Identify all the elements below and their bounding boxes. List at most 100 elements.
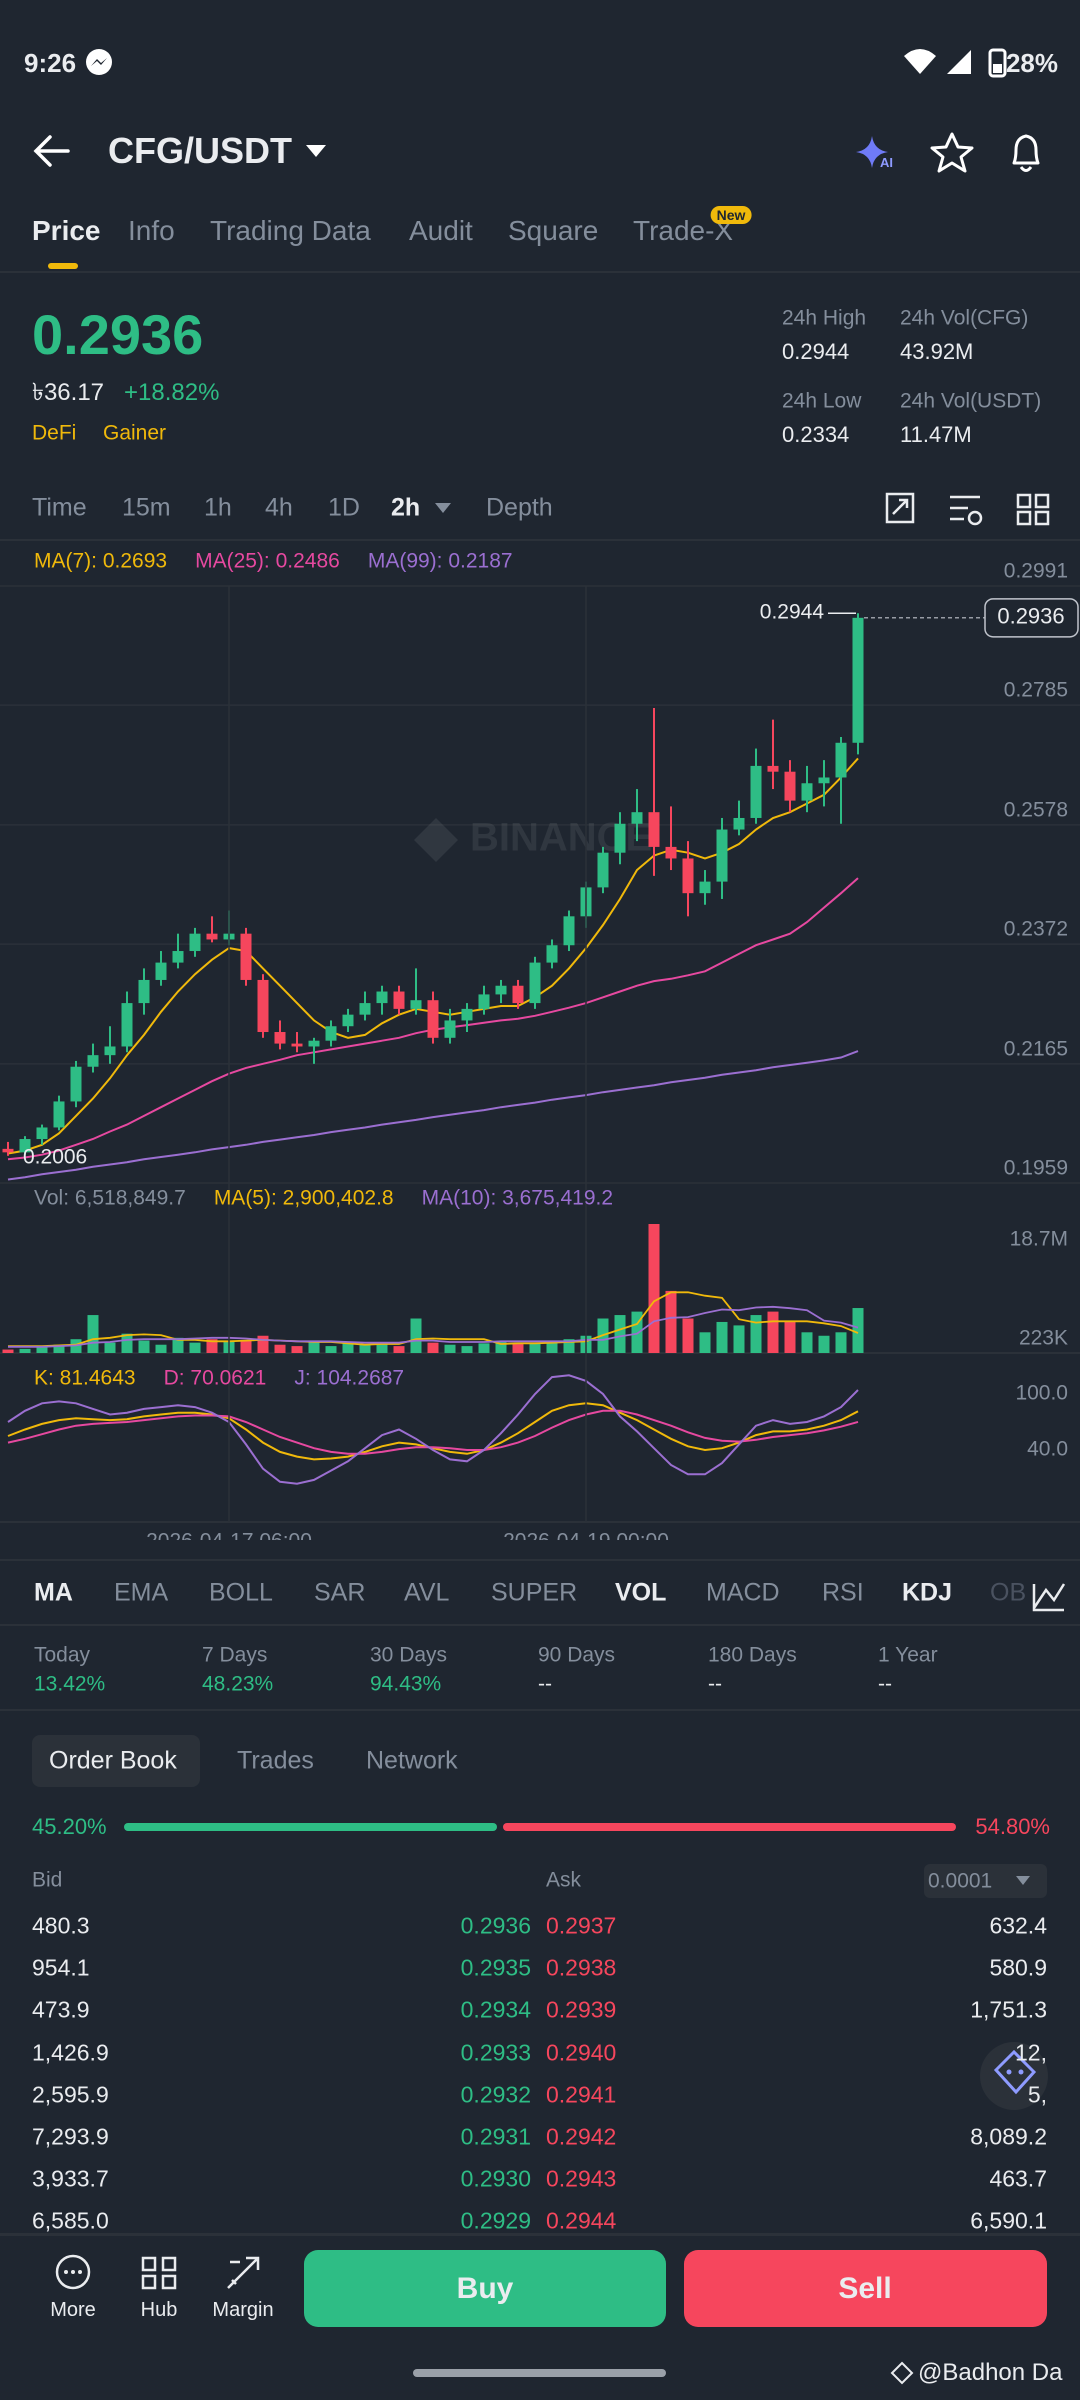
stat-label: 24h High	[782, 306, 867, 330]
candle-body	[291, 1043, 303, 1047]
interval[interactable]: Time	[32, 493, 87, 522]
y-tick-label: 100.0	[1015, 1382, 1068, 1405]
candle-body	[19, 1139, 31, 1153]
tab[interactable]: Price	[32, 215, 101, 246]
volume-bar	[240, 1340, 252, 1353]
volume-bar	[87, 1315, 99, 1353]
ask-quantity: 6,590.1	[970, 2207, 1047, 2234]
candle-body	[597, 852, 609, 888]
indicator-tab[interactable]: VOL	[615, 1578, 667, 1607]
volume-bar	[53, 1344, 65, 1353]
interval[interactable]: Depth	[486, 493, 553, 522]
bid-quantity: 954.1	[32, 1954, 90, 1981]
order-book-tab[interactable]: Order Book	[49, 1746, 177, 1775]
tag[interactable]: DeFi	[32, 421, 77, 445]
chart-settings-icon[interactable]	[1032, 1583, 1066, 1612]
tab[interactable]: Audit	[409, 215, 473, 246]
interval[interactable]: 1h	[204, 493, 232, 522]
svg-text:AI: AI	[880, 155, 893, 170]
favorite-button[interactable]	[930, 132, 974, 173]
precision-select[interactable]: 0.0001	[928, 1869, 993, 1893]
indicator-tab[interactable]: RSI	[822, 1578, 864, 1607]
layout-icon[interactable]	[1016, 493, 1050, 526]
performance-value: 48.23%	[202, 1672, 274, 1696]
precision-box[interactable]	[924, 1864, 1047, 1898]
candle-body	[376, 991, 388, 1004]
ask-quantity: 8,089.2	[970, 2123, 1047, 2150]
assistant-button[interactable]	[980, 2042, 1048, 2110]
performance-value: 13.42%	[34, 1672, 106, 1696]
candle-body	[699, 881, 711, 894]
last-price-label: 0.2936	[997, 604, 1064, 629]
tab[interactable]: Trading Data	[210, 215, 371, 246]
volume-bar	[495, 1341, 507, 1353]
active-tab-pill	[32, 1735, 200, 1787]
indicator-tab[interactable]: OB	[990, 1578, 1027, 1607]
tag[interactable]: Gainer	[103, 421, 167, 445]
pair-title[interactable]: CFG/USDT	[108, 130, 292, 171]
indicator-tab[interactable]: EMA	[114, 1578, 169, 1607]
interval[interactable]: 15m	[122, 493, 171, 522]
order-book-tab[interactable]: Network	[366, 1746, 458, 1775]
interval[interactable]: 1D	[328, 493, 360, 522]
fullscreen-icon[interactable]	[885, 492, 915, 524]
indicator-tab[interactable]: BOLL	[209, 1578, 273, 1607]
tab[interactable]: Info	[128, 215, 175, 246]
alert-button[interactable]	[1012, 134, 1040, 172]
ask-quantity: 12,	[1015, 2039, 1047, 2066]
indicator-line	[7, 1374, 859, 1485]
stat-value: 0.2944	[782, 339, 850, 364]
volume-bar	[529, 1342, 541, 1353]
indicator-tab[interactable]: KDJ	[902, 1578, 953, 1607]
volume-bar	[750, 1315, 762, 1353]
candle-body	[682, 858, 694, 894]
margin-icon[interactable]	[227, 2256, 260, 2289]
bid-quantity: 473.9	[32, 1996, 90, 2023]
nav-label[interactable]: Margin	[212, 2299, 274, 2321]
nav-label[interactable]: More	[50, 2299, 96, 2321]
bid-quantity: 1,426.9	[32, 2039, 109, 2066]
hub-icon[interactable]	[141, 2256, 177, 2290]
candle-body	[70, 1066, 82, 1102]
bid-ratio: 45.20%	[32, 1814, 107, 1839]
sell-button[interactable]	[684, 2250, 1047, 2327]
interval[interactable]: 4h	[265, 493, 293, 522]
indicator-tab[interactable]: SUPER	[491, 1578, 578, 1607]
bid-quantity: 2,595.9	[32, 2081, 109, 2108]
last-price: 0.2936	[32, 303, 204, 366]
bid-ratio-bar	[124, 1823, 498, 1831]
sell-label[interactable]: Sell	[838, 2272, 892, 2305]
volume-bar	[563, 1339, 575, 1353]
ask-price: 0.2942	[546, 2123, 617, 2150]
volume-bar	[121, 1333, 133, 1353]
interval[interactable]: 2h	[391, 493, 421, 522]
buy-label[interactable]: Buy	[456, 2272, 514, 2305]
pair-dropdown[interactable]	[306, 145, 326, 157]
candle-body	[427, 1000, 439, 1038]
candle-body	[257, 979, 269, 1033]
ask-quantity: 463.7	[989, 2165, 1047, 2192]
indicator-tab[interactable]: SAR	[314, 1578, 366, 1607]
candle-body	[818, 777, 830, 784]
volume-bar	[444, 1344, 456, 1353]
candle-body	[716, 829, 728, 882]
more-icon[interactable]	[55, 2254, 91, 2290]
indicator-tab[interactable]: AVL	[404, 1578, 450, 1607]
back-button[interactable]	[33, 135, 70, 167]
indicator-tab[interactable]: MACD	[706, 1578, 780, 1607]
ask-quantity: 632.4	[989, 1912, 1047, 1939]
indicator-tab[interactable]: MA	[34, 1578, 73, 1607]
order-book-tab[interactable]: Trades	[237, 1746, 314, 1775]
volume-bar	[325, 1346, 337, 1353]
settings-icon[interactable]	[950, 495, 983, 526]
watermark-credit: @Badhon Da	[918, 2359, 1063, 2386]
performance-label: 7 Days	[202, 1643, 268, 1667]
tab[interactable]: Square	[508, 215, 599, 246]
ai-icon[interactable]	[856, 136, 888, 168]
chart-legend: MA(7): 0.2693 MA(25): 0.2486 MA(99): 0.218…	[34, 551, 513, 572]
buy-button[interactable]	[304, 2250, 666, 2327]
candle-body	[614, 823, 626, 853]
candle-body	[308, 1040, 320, 1047]
nav-label[interactable]: Hub	[140, 2299, 178, 2321]
